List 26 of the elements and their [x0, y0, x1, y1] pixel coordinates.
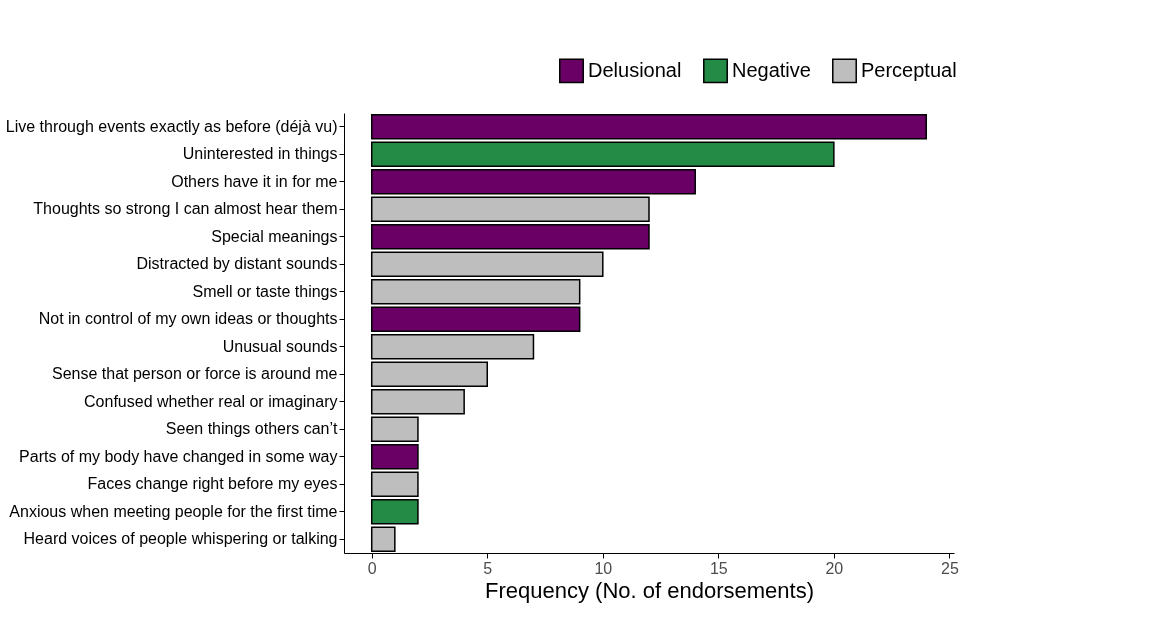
x-tick-label: 5 — [483, 559, 493, 577]
x-tick-label: 25 — [940, 559, 959, 577]
y-tick-label: Seen things others can’t — [165, 420, 339, 438]
x-axis-title: Frequency (No. of endorsements) — [485, 577, 814, 603]
y-tick-label: Others have it in for me — [171, 172, 338, 190]
y-tick-label: Live through events exactly as before (déjà vu) — [5, 117, 338, 135]
x-tick-label: 20 — [825, 559, 844, 577]
y-tick-label: Unusual sounds — [222, 337, 338, 355]
y-tick-label: Thoughts so strong I can almost hear them — [33, 200, 338, 218]
x-tick-label: 15 — [709, 559, 728, 577]
legend-label: Perceptual — [861, 58, 957, 81]
y-tick-label: Smell or taste things — [192, 282, 338, 300]
legend-label: Delusional — [588, 58, 682, 81]
y-tick-label: Anxious when meeting people for the first time — [9, 502, 338, 520]
y-tick-label: Sense that person or force is around me — [52, 365, 338, 383]
y-tick-label: Special meanings — [211, 227, 338, 245]
y-tick-label: Heard voices of people whispering or talking — [23, 530, 338, 548]
y-tick-label: Confused whether real or imaginary — [84, 392, 338, 410]
y-tick-label: Not in control of my own ideas or thoughts — [38, 310, 338, 328]
x-tick-label: 10 — [594, 559, 613, 577]
y-tick-label: Uninterested in things — [182, 145, 338, 163]
x-tick-label: 0 — [367, 559, 377, 577]
y-tick-label: Faces change right before my eyes — [87, 475, 338, 493]
y-tick-label: Parts of my body have changed in some way — [19, 447, 338, 465]
legend-label: Negative — [732, 58, 811, 81]
y-tick-label: Distracted by distant sounds — [136, 255, 338, 273]
